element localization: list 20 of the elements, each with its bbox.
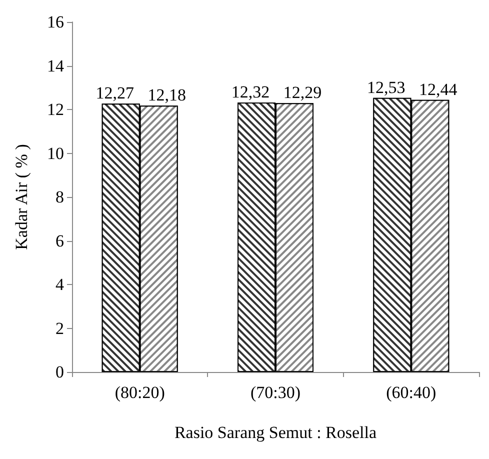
y-tick-label: 2: [56, 318, 64, 338]
data-label: 12,29: [283, 83, 322, 102]
y-tick-label: 16: [47, 12, 64, 32]
x-axis-title: Rasio Sarang Semut : Rosella: [174, 423, 377, 442]
x-tick-label: (60:40): [386, 383, 436, 402]
y-tick-label: 10: [47, 144, 64, 163]
y-axis-title: Kadar Air ( % ): [12, 144, 31, 250]
y-tick-label: 0: [56, 362, 64, 382]
data-label: 12,27: [96, 84, 134, 103]
data-label: 12,18: [148, 86, 186, 105]
data-label: 12,53: [367, 78, 406, 97]
y-tick-label: 6: [56, 231, 64, 250]
data-label: 12,32: [231, 82, 270, 102]
y-tick-label: 12: [47, 100, 64, 119]
y-tick-label: 4: [56, 275, 64, 294]
y-tick-label: 8: [56, 188, 64, 206]
x-tick-label: (70:30): [250, 383, 301, 402]
x-tick-label: (80:20): [114, 383, 165, 402]
data-label: 12,44: [419, 80, 458, 99]
y-tick-label: 14: [47, 56, 64, 76]
